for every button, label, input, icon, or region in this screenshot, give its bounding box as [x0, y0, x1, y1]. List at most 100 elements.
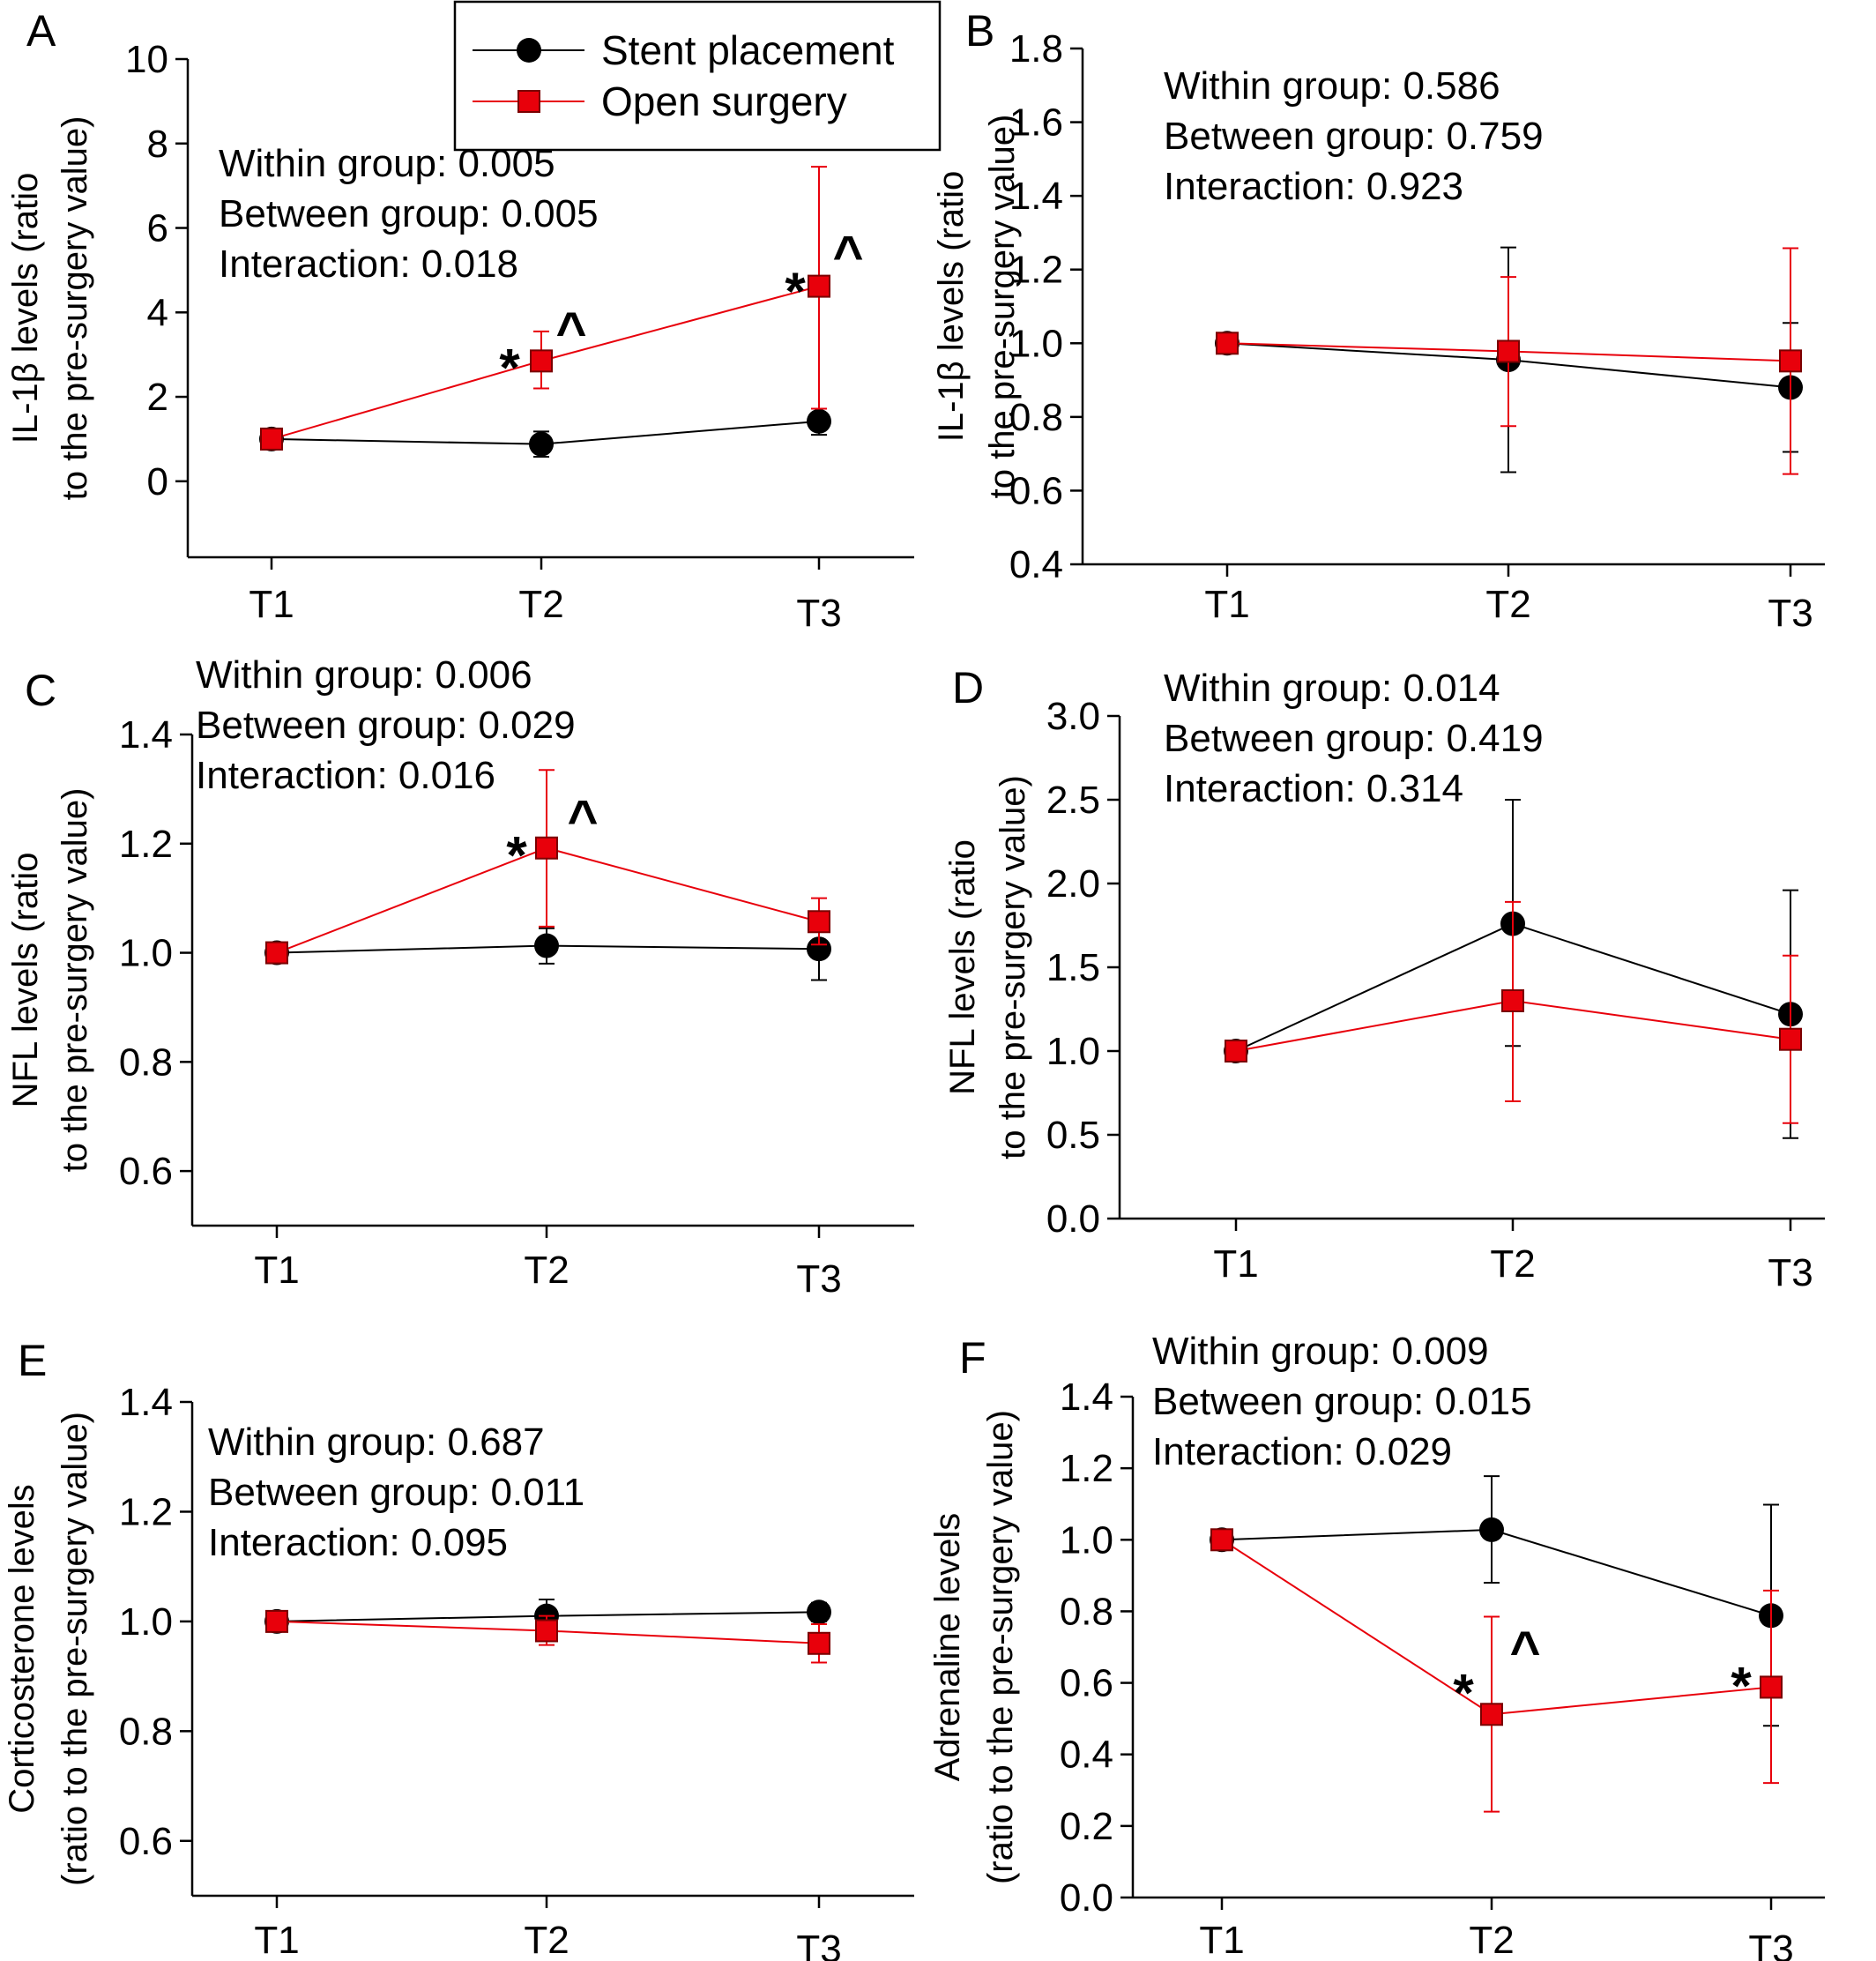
stats-line: Between group: 0.759 — [1164, 115, 1544, 158]
y-tick-label: 1.2 — [119, 823, 173, 866]
significance-caret: ^ — [1509, 1621, 1540, 1680]
y-tick-label: 0.5 — [1046, 1114, 1100, 1157]
x-tick-label: T1 — [254, 1249, 299, 1292]
panel-F: F 0.0 0.2 0.4 0.6 0.8 1.0 1.2 1.4 T1 T2 T3 Adrenalin… — [928, 1330, 1825, 1961]
y-tick-label: 0.6 — [1009, 469, 1063, 512]
y-tick-label: 1.0 — [119, 1600, 173, 1644]
stats-line: Interaction: 0.095 — [208, 1521, 508, 1564]
significance-star: * — [1453, 1663, 1474, 1722]
y-axis-label: Corticosterone levels — [3, 1484, 41, 1814]
data-point-square — [808, 1631, 830, 1655]
panel-C: C 0.6 0.8 1.0 1.2 1.4 T1 T2 T3 NFL levels (ratio t… — [6, 653, 914, 1301]
y-tick-label: 0.8 — [119, 1710, 173, 1753]
panel-letter: A — [26, 6, 56, 56]
y-axis-label: NFL levels (ratio — [6, 853, 45, 1108]
panel-letter: D — [952, 663, 984, 712]
y-tick-label: 1.0 — [119, 932, 173, 975]
x-tick-label: T3 — [1768, 1251, 1813, 1294]
y-tick-label: 1.4 — [119, 1381, 173, 1424]
series-open-surgery — [265, 1609, 830, 1664]
y-tick-label: 0 — [147, 460, 168, 503]
x-tick-label: T1 — [1204, 583, 1249, 626]
y-tick-label: 1.4 — [1060, 1376, 1113, 1419]
panel-D: D 0.0 0.5 1.0 1.5 2.0 2.5 3.0 T1 T2 T3 NFL levels (… — [943, 663, 1825, 1294]
x-tick-label: T2 — [1469, 1919, 1514, 1961]
y-tick-label: 1.0 — [1060, 1518, 1113, 1562]
y-tick-label: 0.6 — [1060, 1662, 1113, 1705]
series-open-surgery — [1216, 247, 1802, 475]
stats-line: Between group: 0.419 — [1164, 717, 1544, 760]
x-tick-label: T1 — [249, 583, 294, 626]
stats-line: Within group: 0.006 — [196, 653, 532, 697]
data-point-square — [260, 427, 283, 451]
y-axis-label: to the pre-surgery value) — [56, 116, 94, 501]
data-point-square — [265, 1609, 288, 1633]
y-tick-label: 0.6 — [119, 1150, 173, 1193]
y-tick-label: 4 — [147, 291, 168, 334]
significance-caret: ^ — [832, 226, 863, 285]
data-point-square — [1779, 1027, 1802, 1051]
stats-line: Interaction: 0.016 — [196, 754, 495, 797]
data-point-square — [1480, 1703, 1503, 1726]
x-tick-label: T3 — [796, 1257, 841, 1301]
y-axis-label: (ratio to the pre-surgery value) — [56, 1412, 94, 1886]
y-tick-label: 0.4 — [1009, 543, 1063, 586]
x-tick-label: T1 — [254, 1919, 299, 1961]
stats-line: Within group: 0.687 — [208, 1420, 545, 1464]
series-stent-placement — [259, 407, 831, 459]
data-point-square — [1779, 349, 1802, 373]
panel-B: B 0.4 0.6 0.8 1.0 1.2 1.4 1.6 1.8 T1 T2 T3 IL-1β lev… — [932, 6, 1825, 635]
stats-line: Between group: 0.011 — [208, 1471, 584, 1514]
data-point-square — [1760, 1675, 1783, 1699]
y-tick-label: 1.2 — [1060, 1447, 1113, 1490]
significance-star: * — [499, 338, 520, 397]
significance-caret: ^ — [567, 789, 598, 848]
x-tick-label: T3 — [796, 1927, 841, 1961]
stats-line: Interaction: 0.314 — [1164, 767, 1463, 810]
stats-line: Within group: 0.009 — [1152, 1330, 1489, 1373]
y-tick-label: 0.8 — [1060, 1590, 1113, 1633]
x-tick-label: T3 — [1768, 592, 1813, 635]
y-tick-label: 6 — [147, 207, 168, 250]
x-tick-label: T2 — [524, 1249, 569, 1292]
y-tick-label: 10 — [125, 38, 168, 81]
series-line — [1221, 1528, 1772, 1617]
x-tick-label: T2 — [1485, 583, 1530, 626]
stats-line: Interaction: 0.923 — [1164, 165, 1463, 208]
stats-line: Within group: 0.014 — [1164, 667, 1500, 710]
y-tick-label: 0.8 — [1009, 396, 1063, 439]
y-tick-label: 0.4 — [1060, 1734, 1113, 1777]
y-axis-label: IL-1β levels (ratio — [932, 171, 971, 443]
y-tick-label: 2 — [147, 376, 168, 419]
legend-stent-label: Stent placement — [601, 27, 895, 73]
y-tick-label: 1.2 — [1009, 249, 1063, 292]
y-tick-label: 2.0 — [1046, 862, 1100, 906]
data-point-square — [535, 1619, 558, 1643]
data-point-square — [808, 910, 830, 934]
series-stent-placement — [1210, 1475, 1783, 1727]
y-tick-label: 0.6 — [119, 1820, 173, 1863]
series-line — [1221, 1539, 1772, 1716]
legend-stent-marker — [517, 38, 541, 63]
legend-open-label: Open surgery — [601, 78, 847, 124]
y-tick-label: 2.5 — [1046, 779, 1100, 822]
y-tick-label: 3.0 — [1046, 695, 1100, 738]
series-open-surgery — [260, 166, 830, 451]
data-point-circle — [807, 936, 831, 962]
x-tick-label: T3 — [1748, 1927, 1793, 1961]
stats-line: Interaction: 0.018 — [219, 242, 518, 286]
x-tick-label: T3 — [796, 592, 841, 635]
legend: Stent placement Open surgery — [453, 0, 942, 152]
y-tick-label: 0.0 — [1046, 1197, 1100, 1241]
x-tick-label: T2 — [1490, 1242, 1535, 1286]
series-open-surgery — [1225, 900, 1802, 1124]
data-point-square — [1210, 1528, 1233, 1552]
y-tick-label: 0.0 — [1060, 1876, 1113, 1920]
legend-box — [453, 0, 942, 152]
data-point-square — [1501, 989, 1524, 1012]
x-tick-label: T2 — [524, 1919, 569, 1961]
y-tick-label: 1.5 — [1046, 946, 1100, 989]
y-tick-label: 0.8 — [119, 1040, 173, 1084]
data-point-circle — [807, 408, 831, 434]
